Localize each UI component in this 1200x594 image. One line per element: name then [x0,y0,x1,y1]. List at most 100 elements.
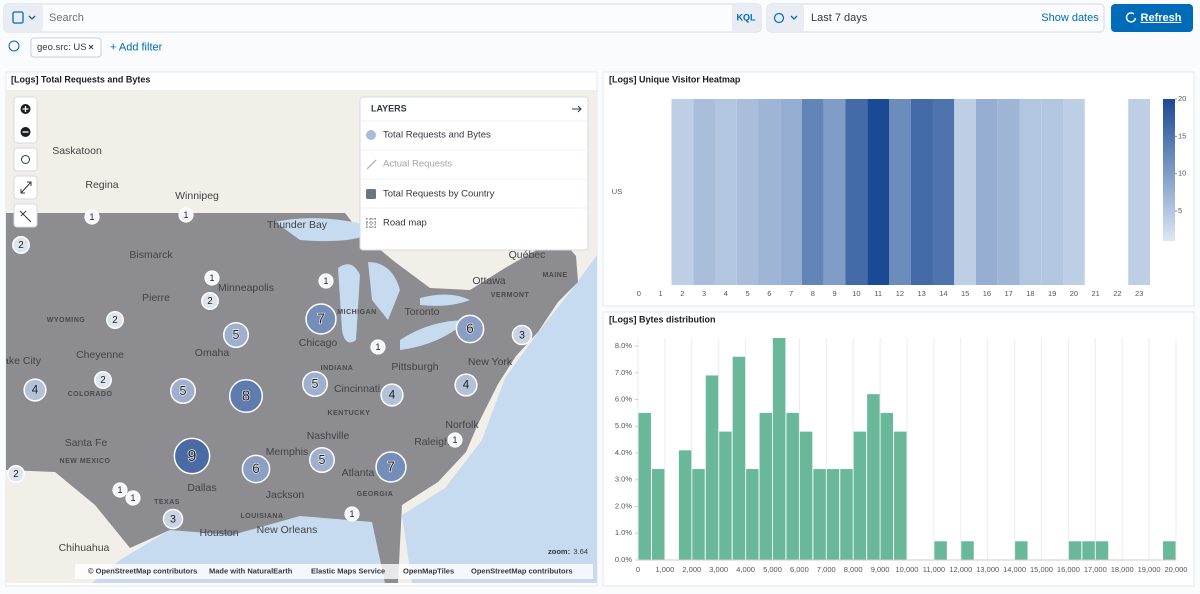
bar[interactable] [840,469,853,560]
heatmap-cell[interactable] [671,99,694,285]
cluster[interactable] [309,447,335,473]
cluster[interactable] [375,451,407,483]
cluster[interactable] [241,454,271,484]
bar[interactable] [799,431,813,560]
attribution[interactable]: © OpenStreetMap contributors [88,566,197,575]
cluster[interactable] [380,383,404,407]
cluster[interactable] [302,371,328,397]
cluster[interactable] [228,378,264,414]
filter-pill[interactable] [30,37,102,58]
cluster[interactable] [223,322,249,348]
bar[interactable] [705,375,719,560]
bar[interactable] [1015,541,1028,560]
bar[interactable] [638,412,651,560]
query-bar[interactable] [3,3,762,33]
bar[interactable] [867,394,880,560]
heatmap-cell[interactable] [1128,99,1150,285]
bar[interactable] [1082,541,1095,560]
bar[interactable] [786,412,799,560]
filter-menu-icon[interactable] [8,40,20,52]
quick-menu-button[interactable] [767,4,804,32]
attribution[interactable]: Elastic Maps Service [311,566,385,575]
bar[interactable] [651,469,665,560]
bar[interactable] [1095,541,1109,560]
bar[interactable] [826,469,840,560]
heatmap-cell[interactable] [954,99,976,285]
bar[interactable] [759,412,772,560]
kql-button[interactable] [732,5,760,31]
heatmap-cell[interactable] [693,99,715,285]
heatmap-cell[interactable] [845,99,868,285]
bar[interactable] [853,431,867,560]
collapse-icon[interactable] [572,105,582,113]
bar[interactable] [746,469,759,560]
cluster[interactable] [173,437,211,475]
heatmap-cell[interactable] [802,99,824,285]
remove-filter[interactable] [88,44,94,50]
heatmap-cell[interactable] [1019,99,1042,285]
cluster[interactable] [344,506,360,522]
bar[interactable] [678,450,692,560]
cluster[interactable] [370,339,386,355]
bar[interactable] [732,356,746,560]
cluster[interactable] [305,303,337,335]
attribution[interactable]: Made with NaturalEarth [209,566,293,575]
bar[interactable] [773,338,786,560]
cluster[interactable] [170,378,196,404]
bar[interactable] [934,541,947,560]
layer-name[interactable]: Total Requests and Bytes [383,130,491,141]
heatmap-cell[interactable] [1041,99,1063,285]
heatmap-cell[interactable] [976,99,998,285]
cluster[interactable] [112,482,128,498]
cluster[interactable] [94,371,112,389]
layer-name[interactable]: Actual Requests [383,159,452,170]
add-filter[interactable]: + Add filter [110,41,163,53]
attribution[interactable]: OpenMapTiles [403,566,454,575]
zoom-buttons[interactable] [13,96,38,144]
cluster[interactable] [23,378,47,402]
cluster[interactable] [201,292,219,310]
cluster[interactable] [447,432,463,448]
set-view[interactable] [13,147,38,172]
bar[interactable] [880,412,894,560]
cluster[interactable] [162,508,184,530]
heatmap-cell[interactable] [758,99,781,285]
layer-name[interactable]: Total Requests by Country [383,189,495,200]
bar[interactable] [961,541,974,560]
cluster[interactable] [125,490,141,506]
cluster[interactable] [455,314,485,344]
search-input[interactable]: Search [49,12,84,24]
cluster[interactable] [106,311,124,329]
heatmap-cell[interactable] [910,99,933,285]
heatmap-cell[interactable] [867,99,889,285]
cluster[interactable] [12,236,30,254]
cluster-count: 2 [100,375,105,386]
layer-name[interactable]: Road map [383,218,427,229]
cluster[interactable] [178,207,194,223]
heatmap-cell[interactable] [715,99,737,285]
bar[interactable] [894,431,907,560]
heatmap-cell[interactable] [736,99,759,285]
cluster[interactable] [511,324,533,346]
bar[interactable] [719,431,732,560]
cluster[interactable] [318,273,334,289]
time-range[interactable]: Last 7 days [811,12,868,24]
heatmap-cell[interactable] [997,99,1020,285]
heatmap-cell[interactable] [932,99,955,285]
cluster[interactable] [454,373,478,397]
bar[interactable] [1163,541,1176,560]
cluster[interactable] [7,465,25,483]
bar[interactable] [813,469,826,560]
bar[interactable] [692,469,705,560]
cluster[interactable] [84,209,100,225]
bar[interactable] [1068,541,1082,560]
attribution[interactable]: OpenStreetMap contributors [471,566,573,575]
refresh-button[interactable] [1111,4,1193,32]
cluster[interactable] [204,270,220,286]
heatmap-cell[interactable] [780,99,802,285]
heatmap-cell[interactable] [1063,99,1085,285]
draw-tool[interactable] [13,203,38,228]
heatmap-cell[interactable] [889,99,911,285]
heatmap-cell[interactable] [823,99,846,285]
show-dates[interactable]: Show dates [1041,12,1099,24]
